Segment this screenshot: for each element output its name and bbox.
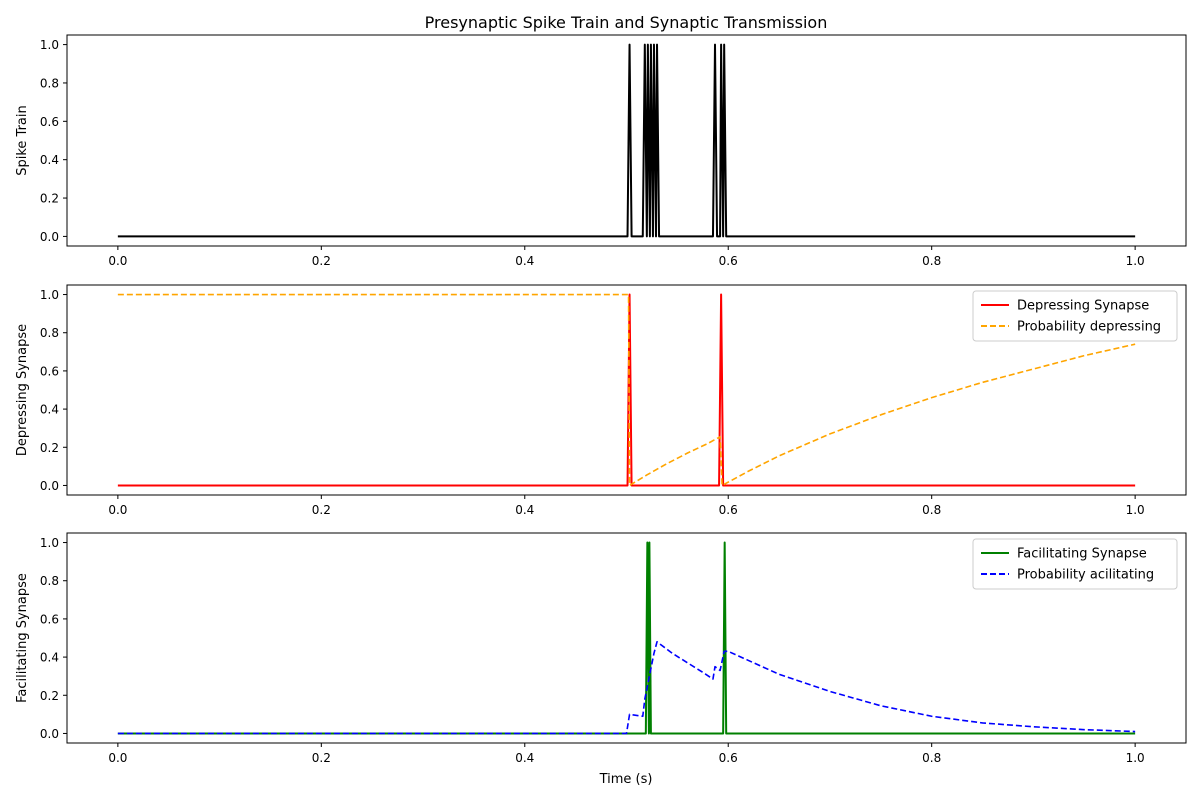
y-tick-label: 0.0 bbox=[40, 230, 59, 244]
x-tick-label: 0.4 bbox=[515, 254, 534, 268]
x-tick-label: 0.8 bbox=[922, 503, 941, 517]
y-tick-label: 0.8 bbox=[40, 326, 59, 340]
y-tick-label: 0.2 bbox=[40, 192, 59, 206]
x-tick-label: 0.8 bbox=[922, 254, 941, 268]
subplot-2: 0.0 0.2 0.4 0.6 0.8 1.0 0.0 0.2 0.4 0.6 0.8 1.0 Depr… bbox=[15, 284, 1187, 517]
x-axis-label: Time (s) bbox=[599, 772, 653, 787]
x-tick-label: 1.0 bbox=[1126, 254, 1145, 268]
y-tick-label: 0.6 bbox=[40, 115, 59, 129]
y-tick-label: 0.6 bbox=[40, 364, 59, 378]
subplots: 0.0 0.2 0.4 0.6 0.8 1.0 0.0 0.2 0.4 0.6 0.8 1.0 Spik… bbox=[15, 34, 1187, 765]
y-tick-label: 0.4 bbox=[40, 651, 59, 665]
y-tick-label: 0.4 bbox=[40, 403, 59, 417]
x-tick-label: 0.4 bbox=[515, 751, 534, 765]
x-tick-label: 0.2 bbox=[312, 254, 331, 268]
x-tick-label: 0.6 bbox=[719, 503, 738, 517]
legend-label: Probability acilitating bbox=[1017, 568, 1154, 583]
legend-frame bbox=[972, 290, 1178, 342]
x-tick-label: 0.6 bbox=[719, 254, 738, 268]
legend-label: Facilitating Synapse bbox=[1017, 547, 1147, 562]
legend-label: Depressing Synapse bbox=[1017, 299, 1149, 314]
subplot-3: 0.0 0.2 0.4 0.6 0.8 1.0 0.0 0.2 0.4 0.6 0.8 1.0 Faci… bbox=[15, 532, 1187, 765]
series-line-1 bbox=[117, 43, 1136, 238]
y-tick-label: 1.0 bbox=[40, 288, 59, 302]
y-tick-label: 0.0 bbox=[40, 479, 59, 493]
axes-frame bbox=[66, 532, 1187, 744]
x-tick-label: 0.0 bbox=[108, 254, 127, 268]
y-tick-label: 0.8 bbox=[40, 76, 59, 90]
x-tick-label: 0.2 bbox=[312, 503, 331, 517]
series-line-2 bbox=[117, 293, 1136, 487]
y-tick-label: 0.2 bbox=[40, 441, 59, 455]
series-line-1 bbox=[117, 293, 1136, 487]
legend-frame bbox=[972, 538, 1178, 590]
axes-frame bbox=[66, 34, 1187, 247]
x-tick-label: 0.8 bbox=[922, 751, 941, 765]
y-axis-label: Spike Train bbox=[15, 105, 30, 176]
y-tick-label: 1.0 bbox=[40, 536, 59, 550]
series-line-2 bbox=[117, 641, 1136, 735]
subplot-1: 0.0 0.2 0.4 0.6 0.8 1.0 0.0 0.2 0.4 0.6 0.8 1.0 Spik… bbox=[15, 34, 1187, 268]
y-axis-label: Facilitating Synapse bbox=[15, 573, 30, 703]
y-tick-label: 0.0 bbox=[40, 727, 59, 741]
y-tick-label: 0.4 bbox=[40, 153, 59, 167]
x-tick-label: 0.0 bbox=[108, 503, 127, 517]
x-tick-label: 0.0 bbox=[108, 751, 127, 765]
x-tick-label: 0.4 bbox=[515, 503, 534, 517]
x-tick-label: 0.2 bbox=[312, 751, 331, 765]
y-tick-label: 0.8 bbox=[40, 574, 59, 588]
x-tick-label: 1.0 bbox=[1126, 751, 1145, 765]
y-axis-label: Depressing Synapse bbox=[15, 324, 30, 456]
figure-title: Presynaptic Spike Train and Synaptic Tra… bbox=[425, 13, 828, 32]
legend-label: Probability depressing bbox=[1017, 320, 1161, 335]
y-tick-label: 0.6 bbox=[40, 612, 59, 626]
x-tick-label: 0.6 bbox=[719, 751, 738, 765]
legend: Facilitating Synapse Probability acilitat… bbox=[972, 538, 1178, 590]
x-tick-label: 1.0 bbox=[1126, 503, 1145, 517]
y-tick-label: 1.0 bbox=[40, 38, 59, 52]
axes-frame bbox=[66, 284, 1187, 496]
series-line-1 bbox=[117, 541, 1136, 735]
y-tick-label: 0.2 bbox=[40, 689, 59, 703]
legend: Depressing Synapse Probability depressing bbox=[972, 290, 1178, 342]
